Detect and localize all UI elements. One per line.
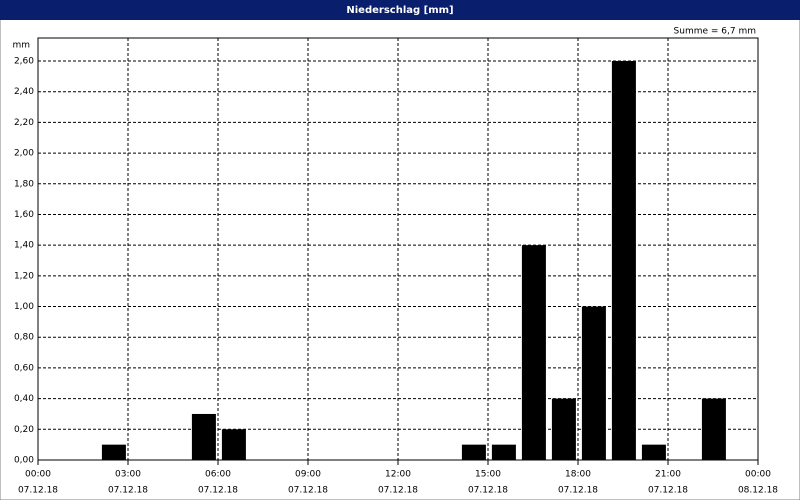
- x-tick-date: 07.12.18: [108, 486, 148, 496]
- title-bar: [0, 0, 800, 20]
- y-axis-label: mm: [12, 41, 30, 51]
- x-tick-label: 00:00: [745, 470, 771, 480]
- bar: [191, 413, 216, 460]
- y-tick-label: 0,20: [14, 425, 34, 435]
- x-tick-date: 08.12.18: [738, 486, 778, 496]
- x-tick-date: 07.12.18: [378, 486, 418, 496]
- y-tick-label: 0,00: [14, 456, 34, 466]
- y-tick-label: 2,20: [14, 118, 34, 128]
- bar: [521, 245, 546, 460]
- bar: [641, 444, 666, 460]
- x-tick-date: 07.12.18: [288, 486, 328, 496]
- annotation: Summe = 6,7 mm: [674, 27, 756, 37]
- bar: [611, 61, 636, 460]
- x-tick-date: 07.12.18: [648, 486, 688, 496]
- chart-title: Niederschlag [mm]: [346, 5, 453, 16]
- x-tick-label: 12:00: [385, 470, 411, 480]
- y-tick-label: 1,80: [14, 179, 34, 189]
- y-tick-label: 2,60: [14, 57, 34, 67]
- bar: [461, 444, 486, 460]
- y-tick-label: 0,60: [14, 363, 34, 373]
- x-tick-date: 07.12.18: [558, 486, 598, 496]
- bar: [551, 398, 576, 460]
- x-tick-label: 06:00: [205, 470, 231, 480]
- y-tick-label: 1,60: [14, 210, 34, 220]
- x-tick-date: 07.12.18: [198, 486, 238, 496]
- y-tick-label: 1,40: [14, 241, 34, 251]
- y-tick-label: 0,40: [14, 394, 34, 404]
- y-tick-label: 2,00: [14, 149, 34, 159]
- x-tick-label: 21:00: [655, 470, 681, 480]
- y-tick-label: 1,20: [14, 271, 34, 281]
- bar: [701, 398, 726, 460]
- y-tick-label: 1,00: [14, 302, 34, 312]
- y-tick-label: 0,80: [14, 333, 34, 343]
- x-tick-label: 09:00: [295, 470, 321, 480]
- bar: [101, 444, 126, 460]
- x-tick-label: 15:00: [475, 470, 501, 480]
- x-tick-label: 03:00: [115, 470, 141, 480]
- y-tick-label: 2,40: [14, 87, 34, 97]
- bar: [221, 429, 246, 460]
- x-tick-date: 07.12.18: [468, 486, 508, 496]
- x-tick-date: 07.12.18: [18, 486, 58, 496]
- bar: [581, 306, 606, 460]
- bar: [491, 444, 516, 460]
- x-tick-label: 18:00: [565, 470, 591, 480]
- x-tick-label: 00:00: [25, 470, 51, 480]
- plot-frame: [37, 37, 759, 461]
